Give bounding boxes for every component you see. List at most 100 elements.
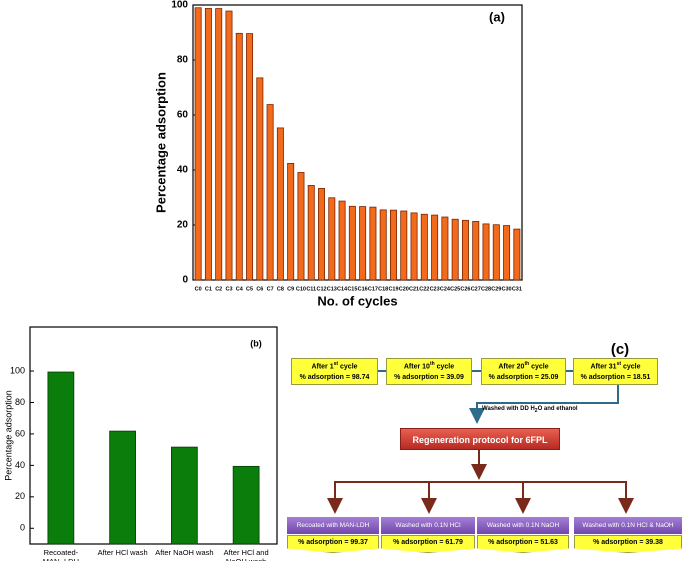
x-tick-label: C23: [430, 286, 440, 292]
result-text: % adsorption = 61.79: [381, 535, 475, 553]
cycle-box: After 31st cycle% adsorption = 18.51: [573, 358, 658, 385]
result-title: Washed with 0.1N HCl & NaOH: [574, 517, 682, 534]
bar: [246, 33, 254, 281]
x-tick-label: C1: [205, 286, 212, 292]
x-tick-label: Recoated- MAN- LDH: [43, 548, 79, 561]
wash-step: Washed with DD H2O and ethanol: [482, 406, 602, 414]
bar: [400, 210, 408, 281]
y-tick-label: 100: [171, 0, 188, 11]
bar: [256, 77, 264, 281]
x-tick-label: C14: [337, 286, 348, 292]
bar: [225, 10, 233, 281]
bar: [276, 127, 284, 281]
y-tick-label: 80: [177, 55, 189, 66]
diagram-label: (c): [611, 341, 629, 358]
bar: [171, 446, 198, 545]
text-part: cycle: [338, 363, 358, 371]
y-tick-label: 100: [10, 365, 25, 375]
cycle-title: After 1st cycle: [292, 361, 377, 372]
result-title: Washed with 0.1N NaOH: [477, 517, 569, 534]
x-tick-label: C8: [277, 286, 284, 292]
x-tick-label: C3: [225, 286, 232, 292]
text-part: cycle: [529, 363, 549, 371]
annotation: (a): [489, 9, 505, 24]
x-tick-label: C25: [450, 286, 460, 292]
text-part: cycle: [434, 363, 455, 371]
bar: [461, 219, 469, 281]
text-part: Washed with DD H: [482, 406, 535, 412]
bar: [451, 218, 459, 281]
bar: [338, 200, 346, 281]
x-tick-label: C5: [246, 286, 253, 292]
x-tick-label: C11: [306, 286, 316, 292]
y-tick-label: 60: [15, 428, 25, 438]
text-part: 2: [534, 408, 538, 415]
y-axis-label: Percentage adsorption: [3, 390, 13, 481]
x-tick-label: C0: [195, 286, 202, 292]
x-tick-label: C21: [409, 286, 419, 292]
bar: [318, 188, 325, 281]
cycle-text: % adsorption = 25.09: [488, 373, 559, 381]
text-part: th: [524, 361, 530, 367]
bar: [513, 228, 521, 281]
x-tick-label: C24: [440, 286, 451, 292]
bar: [482, 223, 490, 281]
x-axis-label: No. of cycles: [317, 293, 397, 308]
bar: [109, 430, 136, 545]
plot-frame: [192, 4, 523, 281]
protocol-box: Regeneration protocol for 6FPL: [400, 428, 560, 450]
x-tick-label: C7: [267, 286, 274, 292]
result-text: % adsorption = 99.37: [287, 535, 379, 553]
text-part: After 1: [311, 363, 334, 371]
cycle-text: % adsorption = 98.74: [299, 373, 370, 381]
x-tick-label: C20: [399, 286, 409, 292]
cycle-box: After 10th cycle % adsorption = 39.09: [386, 358, 472, 385]
x-tick-label: C9: [287, 286, 294, 292]
x-tick-label: C22: [419, 286, 429, 292]
x-tick-label: C12: [316, 286, 326, 292]
x-tick-label: C10: [296, 286, 306, 292]
bar: [328, 197, 336, 281]
bar: [472, 221, 480, 281]
y-tick-label: 60: [177, 110, 189, 121]
x-tick-label: C31: [512, 286, 522, 292]
result-title: Washed with 0.1N HCl: [381, 517, 475, 534]
x-tick-label: C16: [358, 286, 368, 292]
bar: [348, 205, 356, 281]
bar: [235, 32, 243, 281]
bar: [389, 209, 397, 281]
y-tick-label: 0: [182, 275, 188, 286]
bar: [204, 8, 212, 281]
bar: [215, 8, 223, 281]
cycle-text: % adsorption = 39.09: [394, 373, 464, 381]
bar: [297, 172, 305, 281]
plot-frame: [29, 326, 278, 545]
text-part: th: [429, 361, 435, 367]
cycle-title: After 31st cycle: [574, 361, 657, 372]
x-tick-label: C30: [502, 286, 512, 292]
bar: [307, 184, 315, 281]
bar: [232, 465, 260, 545]
text-part: st: [616, 361, 622, 367]
bar: [369, 206, 377, 281]
x-tick-label: C28: [481, 286, 491, 292]
bar: [194, 7, 202, 281]
x-tick-label: C15: [347, 286, 357, 292]
result-title: Recoated with MAN-LDH: [287, 517, 379, 534]
x-tick-label: C17: [368, 286, 378, 292]
connectors: [327, 370, 634, 514]
text-part: After 10: [403, 363, 430, 371]
bar: [441, 216, 449, 281]
text-part: O and ethanol: [537, 406, 578, 412]
bar: [492, 224, 500, 281]
result-text: % adsorption = 51.63: [477, 535, 569, 553]
y-tick-label: 40: [15, 460, 25, 470]
text-part: After 31: [590, 363, 617, 371]
x-tick-label: C2: [215, 286, 222, 292]
annotation: (b): [250, 338, 262, 348]
text-part: cycle: [621, 363, 641, 371]
cycle-text: % adsorption = 18.51: [580, 373, 651, 381]
x-tick-label: C18: [378, 286, 388, 292]
